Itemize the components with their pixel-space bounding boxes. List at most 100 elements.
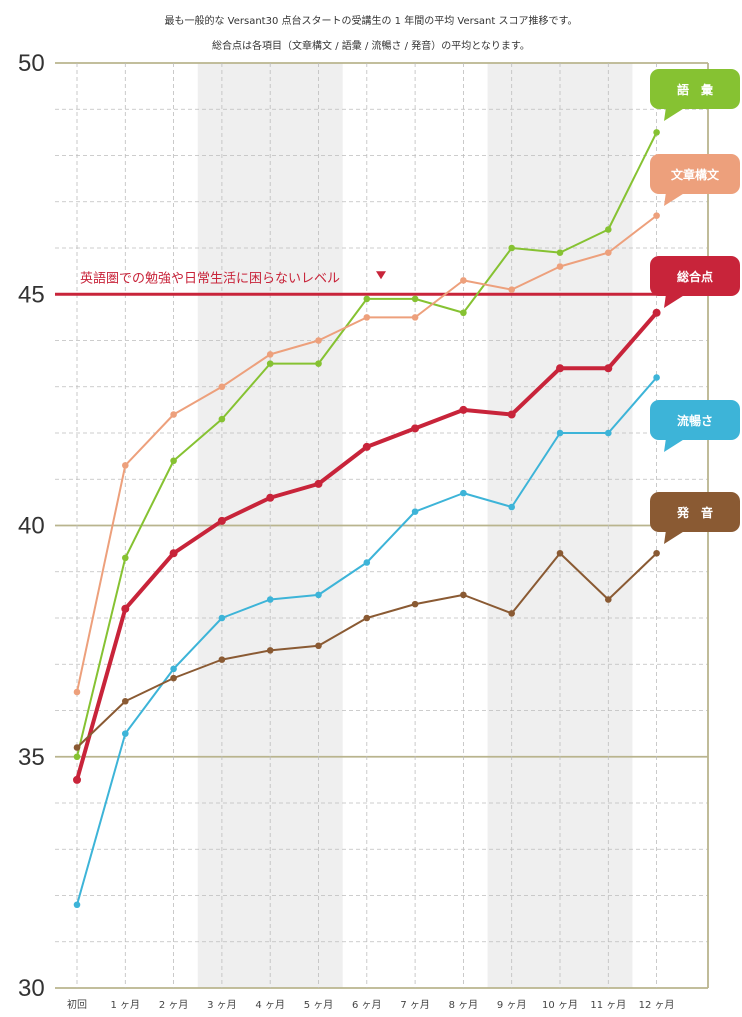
data-point [411, 508, 419, 515]
data-point [218, 383, 226, 391]
data-point [314, 479, 323, 488]
x-tick-label: 8 ヶ月 [449, 999, 479, 1011]
x-tick-label: 12 ヶ月 [639, 999, 675, 1011]
data-point [122, 554, 129, 562]
data-point [605, 596, 612, 603]
data-point [170, 411, 177, 418]
legend-tag-4 [650, 492, 740, 532]
legend-tag-2 [650, 256, 740, 296]
y-tick-label: 45 [18, 281, 45, 308]
data-point [556, 364, 564, 373]
y-tick-label: 30 [18, 975, 45, 1002]
data-point [508, 610, 515, 617]
legend-label: 流暢さ [677, 413, 713, 428]
x-tick-label: 10 ヶ月 [542, 999, 578, 1011]
data-point [266, 360, 274, 367]
x-tick-label: 6 ヶ月 [352, 999, 382, 1011]
legend-tag-pointer-4 [664, 530, 686, 544]
data-point [218, 614, 226, 622]
data-point [556, 549, 564, 557]
x-tick-label: 1 ヶ月 [111, 999, 141, 1011]
data-point [556, 263, 564, 270]
data-point [122, 697, 129, 705]
x-tick-label: 4 ヶ月 [255, 999, 285, 1011]
data-point [217, 516, 226, 525]
y-tick-label: 50 [18, 50, 45, 77]
data-point [652, 308, 661, 317]
data-point [363, 295, 371, 303]
chart-subtitle-line-2: 総合点は各項目（文章構文 / 語彙 / 流暢さ / 発音）の平均となります。 [212, 41, 530, 52]
data-point [170, 674, 177, 682]
x-tick-label: 11 ヶ月 [590, 999, 626, 1011]
data-point [363, 614, 371, 622]
data-point [556, 249, 564, 256]
chart-subtitle-line-1: 最も一般的な Versant30 点台スタートの受講生の 1 年間の平均 Ver… [164, 16, 578, 27]
data-point [122, 730, 129, 737]
data-point [73, 688, 81, 696]
x-tick-label: 9 ヶ月 [497, 999, 527, 1011]
data-point [508, 503, 515, 511]
data-point [363, 559, 371, 566]
legend-tag-pointer-0 [664, 107, 686, 121]
x-tick-label: 3 ヶ月 [207, 999, 237, 1011]
data-point [266, 351, 274, 358]
x-tick-label: 7 ヶ月 [400, 999, 430, 1011]
data-point [73, 775, 81, 784]
x-tick-label: 初回 [67, 998, 87, 1011]
data-point [218, 415, 226, 423]
x-tick-label: 2 ヶ月 [159, 999, 189, 1011]
data-point [122, 462, 129, 469]
data-point [363, 314, 371, 321]
data-point [266, 493, 275, 502]
data-point [362, 442, 371, 451]
reference-line-label: 英語圏での勉強や日常生活に困らないレベル [80, 270, 340, 286]
data-point [460, 591, 467, 599]
data-point [73, 753, 81, 761]
y-tick-label: 35 [18, 744, 45, 771]
data-point [508, 244, 515, 252]
legend-tag-3 [650, 400, 740, 440]
data-point [653, 129, 660, 136]
legend-tag-0 [650, 69, 740, 109]
data-point [653, 374, 660, 381]
data-point [315, 360, 322, 367]
data-point [556, 429, 564, 437]
data-point [266, 647, 274, 654]
data-point [411, 600, 419, 608]
legend-tag-pointer-3 [664, 438, 686, 452]
legend-tag-pointer-1 [664, 192, 686, 206]
data-point [460, 489, 467, 497]
data-point [507, 410, 516, 419]
data-point [121, 604, 130, 613]
data-point [170, 665, 177, 673]
data-point [315, 642, 322, 650]
data-point [605, 249, 612, 256]
reference-marker-triangle [376, 271, 386, 280]
data-point [73, 744, 81, 751]
legend-label: 語 彙 [677, 82, 714, 97]
data-point [604, 364, 613, 373]
data-point [218, 656, 226, 663]
data-point [411, 295, 419, 303]
data-point [266, 596, 274, 603]
data-point [508, 286, 515, 293]
legend-label: 総合点 [677, 269, 713, 284]
data-point [460, 309, 467, 317]
data-point [169, 549, 178, 558]
data-point [411, 424, 420, 433]
data-point [653, 549, 660, 557]
legend-tag-1 [650, 154, 740, 194]
legend-label: 発 音 [676, 505, 713, 520]
data-point [411, 314, 419, 321]
legend-tag-pointer-2 [664, 294, 686, 308]
x-tick-label: 5 ヶ月 [304, 999, 334, 1011]
data-point [170, 457, 177, 465]
data-point [315, 591, 322, 599]
data-point [315, 337, 322, 344]
legend-label: 文章構文 [671, 167, 720, 182]
data-point [605, 429, 612, 437]
data-point [73, 901, 81, 909]
data-point [605, 226, 612, 233]
data-point [460, 277, 467, 284]
